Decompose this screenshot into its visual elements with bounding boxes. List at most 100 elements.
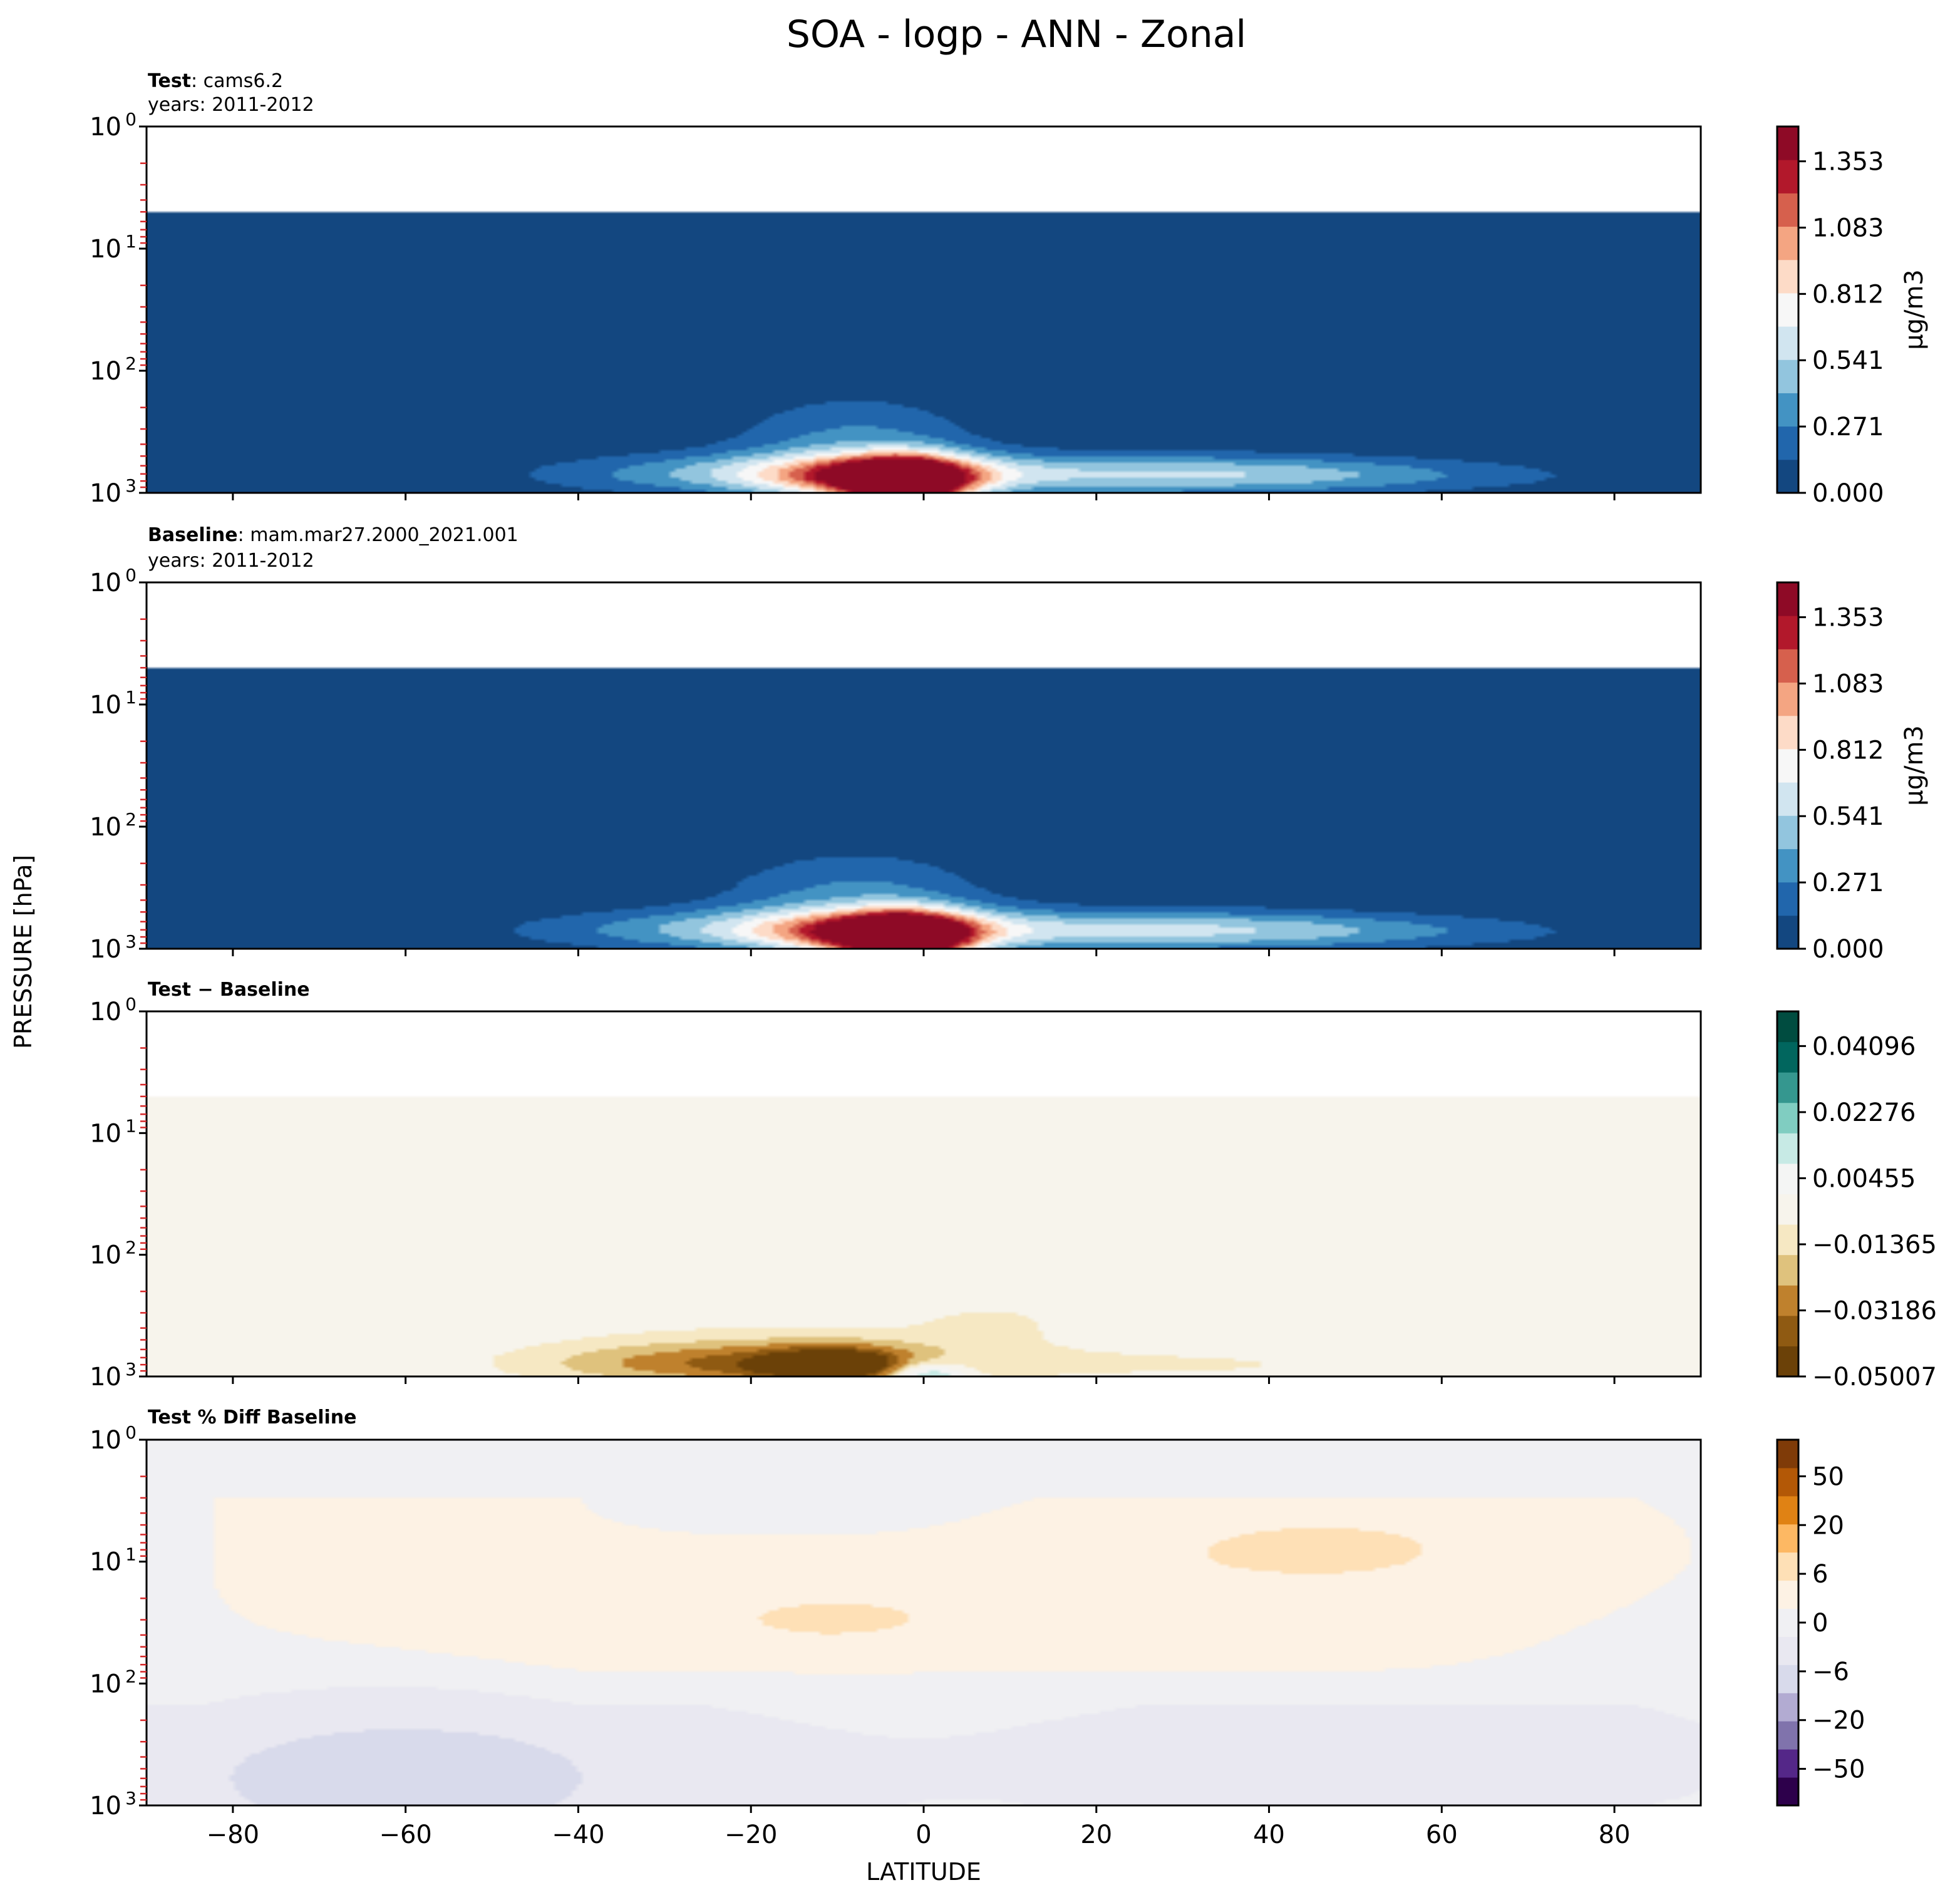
y-tick-label: 10 0	[90, 109, 137, 142]
colorbar-segment	[1777, 1072, 1798, 1103]
x-tick-label: 80	[1599, 1820, 1631, 1849]
x-axis-label: LATITUDE	[866, 1858, 981, 1886]
colorbar-segment	[1777, 1011, 1798, 1043]
colorbar-segment	[1777, 782, 1798, 816]
y-tick-label: 10 2	[90, 1237, 137, 1270]
colorbar-segment	[1777, 359, 1798, 393]
colorbar-segment	[1777, 1552, 1798, 1581]
colorbar-segment	[1777, 1102, 1798, 1133]
colorbar-segment	[1777, 393, 1798, 427]
panel-title: Test % Diff Baseline	[148, 1407, 357, 1428]
colorbar-tick-label: 1.083	[1812, 214, 1884, 242]
colorbar-frame	[1776, 125, 1800, 494]
panel-pctdiff: Test % Diff Baseline−80 −60 −40 −20 0 20 40 60 8…	[90, 1407, 1865, 1849]
panel-title: Test: cams6.2	[148, 70, 283, 92]
colorbar-segment	[1777, 226, 1798, 261]
colorbar-segment	[1777, 915, 1798, 949]
colorbar-frame	[1776, 1010, 1800, 1378]
colorbar-segment	[1777, 1315, 1798, 1346]
y-tick-label: 10 0	[90, 565, 137, 597]
panel-title-bold: Test % Diff Baseline	[148, 1407, 357, 1428]
colorbar-segment	[1777, 1254, 1798, 1286]
colorbar-segment	[1777, 193, 1798, 227]
y-tick-label: 10 1	[90, 231, 137, 264]
y-tick-label: 10 3	[90, 1359, 137, 1391]
field-image	[147, 1011, 1701, 1376]
colorbar-tick-label: 6	[1812, 1560, 1828, 1589]
colorbar-segment	[1777, 748, 1798, 783]
colorbar-tick-label: 0.271	[1812, 869, 1884, 897]
field-image	[147, 126, 1701, 493]
y-tick-label: 10 3	[90, 931, 137, 964]
colorbar-tick-label: −6	[1812, 1658, 1849, 1686]
colorbar-tick-label: 0.812	[1812, 280, 1884, 309]
colorbar-tick-label: 20	[1812, 1511, 1844, 1540]
colorbar-label: μg/m3	[1900, 269, 1929, 350]
colorbar-segment	[1777, 1777, 1798, 1806]
colorbar-segment	[1777, 882, 1798, 916]
colorbar-tick-label: 0.271	[1812, 413, 1884, 441]
colorbar-segment	[1777, 1194, 1798, 1225]
colorbar-segment	[1777, 715, 1798, 750]
colorbar-tick-label: 0.00455	[1812, 1164, 1916, 1193]
panel-subtitle: years: 2011-2012	[148, 550, 314, 572]
colorbar-segment	[1777, 1495, 1798, 1525]
colorbar-segment	[1777, 1608, 1798, 1637]
y-tick-label: 10 0	[90, 994, 137, 1026]
colorbar-segment	[1777, 1693, 1798, 1722]
y-tick-label: 10 2	[90, 1666, 137, 1698]
colorbar-segment	[1777, 616, 1798, 649]
colorbar-tick-label: −50	[1812, 1755, 1865, 1784]
y-tick-label: 10 2	[90, 809, 137, 842]
colorbar-tick-label: −0.03186	[1812, 1296, 1937, 1325]
x-tick-label: −40	[552, 1820, 604, 1849]
y-tick-label: 10 0	[90, 1422, 137, 1455]
panel-title-bold: Test − Baseline	[148, 979, 310, 1001]
colorbar-segment	[1777, 815, 1798, 849]
y-tick-label: 10 3	[90, 475, 137, 508]
panel-title-bold: Test	[148, 70, 191, 92]
colorbar-segment	[1777, 1163, 1798, 1194]
colorbar-segment	[1777, 1346, 1798, 1377]
field-image	[147, 1440, 1701, 1805]
colorbar-tick-label: −0.05007	[1812, 1363, 1937, 1391]
colorbar-segment	[1777, 1440, 1798, 1469]
colorbar-tick-label: 0	[1812, 1609, 1828, 1638]
y-tick-label: 10 2	[90, 353, 137, 386]
colorbar-segment	[1777, 1285, 1798, 1316]
y-tick-label: 10 1	[90, 1115, 137, 1148]
colorbar-segment	[1777, 1580, 1798, 1609]
colorbar-segment	[1777, 582, 1798, 616]
x-tick-label: 20	[1080, 1820, 1112, 1849]
colorbar-segment	[1777, 1133, 1798, 1164]
colorbar-segment	[1777, 426, 1798, 460]
x-tick-label: −80	[207, 1820, 259, 1849]
colorbar-tick-label: 0.000	[1812, 935, 1884, 964]
colorbar-tick-label: −0.01365	[1812, 1231, 1937, 1259]
colorbar-segment	[1777, 682, 1798, 716]
colorbar-tick-label: 0.02276	[1812, 1098, 1916, 1127]
colorbar-segment	[1777, 1636, 1798, 1665]
colorbar-tick-label: 50	[1812, 1462, 1844, 1491]
colorbar-tick-label: 0.541	[1812, 346, 1884, 375]
colorbar-frame	[1776, 581, 1800, 950]
colorbar-label: μg/m3	[1900, 725, 1929, 806]
colorbar-tick-label: 0.812	[1812, 736, 1884, 765]
colorbar-segment	[1777, 1749, 1798, 1778]
colorbar-segment	[1777, 1467, 1798, 1497]
panel-title-rest: : mam.mar27.2000_2021.001	[238, 524, 518, 546]
y-tick-label: 10 3	[90, 1788, 137, 1820]
figure-title: SOA - logp - ANN - Zonal	[787, 13, 1246, 56]
colorbar-segment	[1777, 1721, 1798, 1750]
field-image	[147, 582, 1701, 949]
panel-title: Test − Baseline	[148, 979, 310, 1001]
colorbar-segment	[1777, 649, 1798, 683]
colorbar-segment	[1777, 1224, 1798, 1256]
y-tick-label: 10 1	[90, 1544, 137, 1577]
colorbar-tick-label: 1.353	[1812, 604, 1884, 632]
x-tick-label: −60	[379, 1820, 431, 1849]
panel-title-bold: Baseline	[148, 524, 238, 546]
